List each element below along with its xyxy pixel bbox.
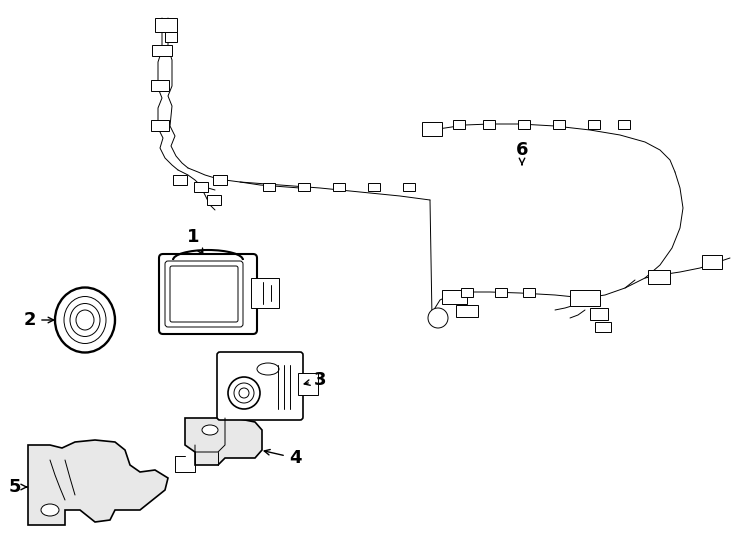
Bar (165, 32, 177, 42)
Text: 2: 2 (23, 311, 54, 329)
Circle shape (228, 377, 260, 409)
Bar (570, 290, 600, 306)
Bar (495, 288, 507, 297)
Bar (251, 278, 279, 308)
Ellipse shape (55, 287, 115, 353)
Bar (151, 120, 169, 131)
Bar (333, 183, 345, 191)
Ellipse shape (41, 504, 59, 516)
Polygon shape (185, 418, 262, 465)
Circle shape (239, 388, 249, 398)
Bar (442, 290, 467, 304)
FancyBboxPatch shape (165, 261, 243, 327)
Bar (403, 183, 415, 191)
Bar (151, 80, 169, 91)
Bar (590, 308, 608, 320)
Circle shape (428, 308, 448, 328)
Text: 3: 3 (304, 371, 326, 389)
FancyBboxPatch shape (217, 352, 303, 420)
Bar (595, 322, 611, 332)
Bar (648, 270, 670, 284)
Text: 4: 4 (264, 449, 301, 467)
Ellipse shape (76, 310, 94, 330)
Bar (588, 120, 600, 129)
Ellipse shape (257, 363, 279, 375)
Ellipse shape (202, 425, 218, 435)
Bar (523, 288, 535, 297)
Bar (207, 195, 221, 205)
Bar (453, 120, 465, 129)
Bar (456, 305, 478, 317)
Bar (298, 373, 318, 395)
Polygon shape (28, 440, 168, 525)
Ellipse shape (70, 303, 100, 336)
Bar (213, 175, 227, 185)
Circle shape (234, 383, 254, 403)
Bar (483, 120, 495, 129)
Text: 1: 1 (186, 228, 203, 254)
Bar (152, 45, 172, 56)
Bar (194, 182, 208, 192)
FancyBboxPatch shape (170, 266, 238, 322)
Bar (618, 120, 630, 129)
Bar (518, 120, 530, 129)
Bar (298, 183, 310, 191)
Bar (155, 18, 177, 32)
Text: 5: 5 (9, 478, 27, 496)
Bar (368, 183, 380, 191)
Bar (263, 183, 275, 191)
Bar (461, 288, 473, 297)
Bar (422, 122, 442, 136)
Bar (553, 120, 565, 129)
Ellipse shape (64, 296, 106, 343)
Bar (702, 255, 722, 269)
Bar (173, 175, 187, 185)
FancyBboxPatch shape (159, 254, 257, 334)
Text: 6: 6 (516, 141, 528, 165)
